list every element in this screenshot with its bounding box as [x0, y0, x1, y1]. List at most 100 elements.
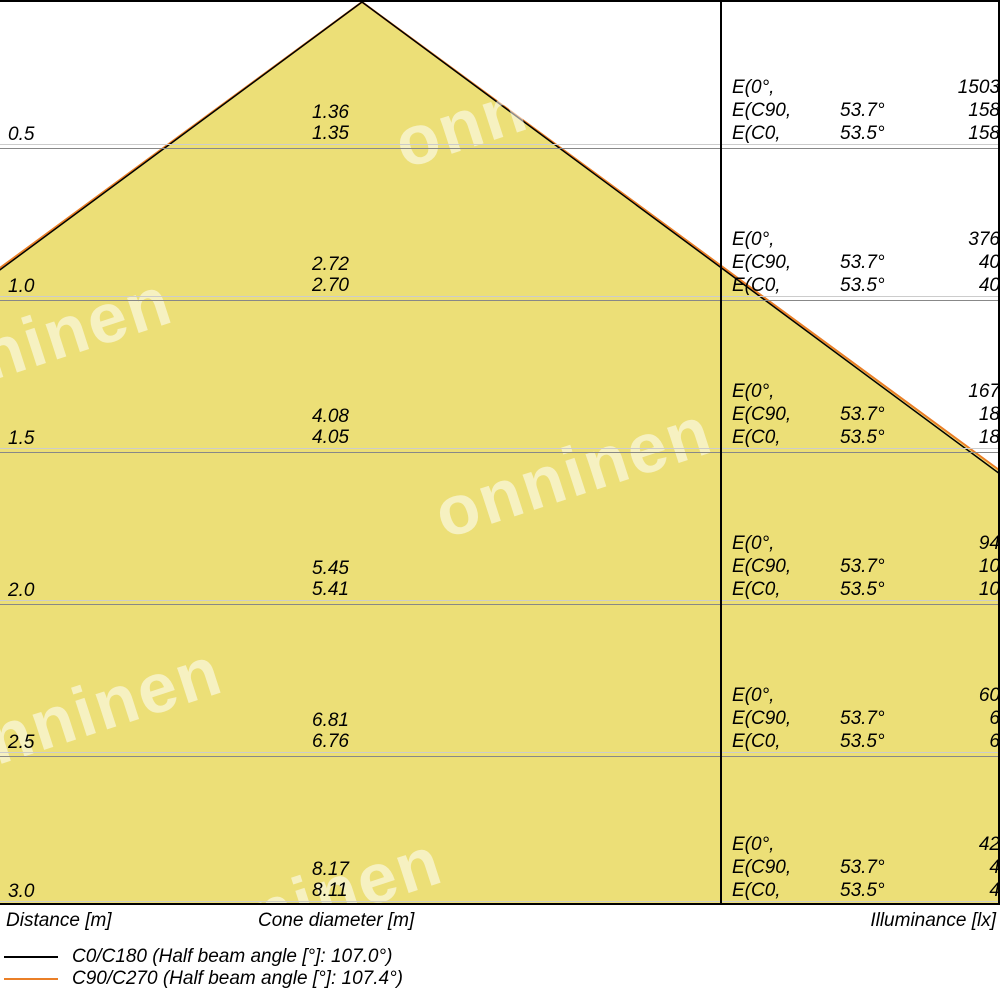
ill-value: 60 — [940, 684, 1000, 707]
legend-swatch — [4, 978, 58, 980]
grid-line — [0, 604, 1000, 605]
ill-value: 158 — [940, 122, 1000, 145]
distance-value: 3.0 — [8, 881, 34, 903]
illuminance-row: E(C0,53.5°18 — [732, 426, 1000, 449]
ill-angle: 53.5° — [840, 578, 940, 601]
cone-diameter-c0: 8.11 — [312, 880, 348, 902]
ill-angle: 53.5° — [840, 879, 940, 902]
ill-angle: 53.7° — [840, 555, 940, 578]
illuminance-block: E(0°,1503E(C90,53.7°158E(C0,53.5°158 — [732, 76, 1000, 145]
ill-angle: 53.5° — [840, 730, 940, 753]
legend-item: C90/C270 (Half beam angle [°]: 107.4°) — [4, 968, 403, 990]
ill-value: 167 — [940, 380, 1000, 403]
ill-angle — [840, 833, 940, 856]
ill-value: 1503 — [940, 76, 1000, 99]
axis-illuminance: Illuminance [lx] — [870, 910, 996, 932]
cone-diagram-container: onninen onninen onninen onninen onninen … — [0, 0, 1000, 993]
ill-value: 4 — [940, 879, 1000, 902]
ill-angle: 53.5° — [840, 426, 940, 449]
legend: C0/C180 (Half beam angle [°]: 107.0°) C9… — [4, 946, 403, 990]
illuminance-row: E(0°, 42 — [732, 833, 1000, 856]
illuminance-block: E(0°,376E(C90,53.7°40E(C0,53.5°40 — [732, 228, 1000, 297]
ill-angle: 53.5° — [840, 274, 940, 297]
ill-value: 40 — [940, 274, 1000, 297]
legend-text: C90/C270 (Half beam angle [°]: 107.4°) — [72, 968, 403, 990]
ill-label: E(0°, — [732, 380, 840, 403]
illuminance-row: E(0°, 167 — [732, 380, 1000, 403]
ill-label: E(C0, — [732, 274, 840, 297]
distance-value: 1.5 — [8, 428, 34, 450]
ill-angle — [840, 380, 940, 403]
distance-value: 2.0 — [8, 580, 34, 602]
axis-cone: Cone diameter [m] — [258, 910, 414, 932]
grid-line — [0, 452, 1000, 453]
cone-diameter-c0: 2.70 — [312, 275, 349, 297]
ill-angle: 53.5° — [840, 122, 940, 145]
illuminance-row: E(0°, 1503 — [732, 76, 1000, 99]
ill-angle — [840, 228, 940, 251]
ill-value: 6 — [940, 730, 1000, 753]
ill-label: E(C90, — [732, 99, 840, 122]
ill-angle: 53.7° — [840, 403, 940, 426]
ill-label: E(C0, — [732, 879, 840, 902]
ill-angle: 53.7° — [840, 99, 940, 122]
ill-value: 376 — [940, 228, 1000, 251]
cone-diameter-c0: 6.76 — [312, 731, 349, 753]
illuminance-row: E(C90,53.7°10 — [732, 555, 1000, 578]
illuminance-block: E(0°, 94E(C90,53.7°10E(C0,53.5°10 — [732, 532, 1000, 601]
ill-angle — [840, 684, 940, 707]
illuminance-row: E(C0,53.5°4 — [732, 879, 1000, 902]
cone-diameter-c90: 6.81 — [312, 710, 349, 732]
illuminance-block: E(0°,42E(C90,53.7°4E(C0,53.5°4 — [732, 833, 1000, 902]
grid-line — [0, 148, 1000, 149]
distance-value: 0.5 — [8, 124, 34, 146]
illuminance-row: E(C90,53.7°6 — [732, 707, 1000, 730]
illuminance-row: E(C0,53.5°6 — [732, 730, 1000, 753]
illuminance-row: E(C0,53.5°10 — [732, 578, 1000, 601]
ill-label: E(C0, — [732, 426, 840, 449]
ill-label: E(C0, — [732, 578, 840, 601]
ill-value: 94 — [940, 532, 1000, 555]
illuminance-row: E(C0,53.5°40 — [732, 274, 1000, 297]
ill-angle: 53.7° — [840, 251, 940, 274]
illuminance-row: E(C90,53.7°18 — [732, 403, 1000, 426]
illuminance-row: E(C90,53.7°40 — [732, 251, 1000, 274]
illuminance-block: E(0°, 167E(C90,53.7°18E(C0,53.5°18 — [732, 380, 1000, 449]
ill-label: E(C90, — [732, 251, 840, 274]
ill-angle — [840, 76, 940, 99]
ill-label: E(C0, — [732, 730, 840, 753]
ill-angle: 53.7° — [840, 856, 940, 879]
illuminance-row: E(C90,53.7°4 — [732, 856, 1000, 879]
ill-label: E(0°, — [732, 228, 840, 251]
ill-value: 42 — [940, 833, 1000, 856]
ill-label: E(C90, — [732, 555, 840, 578]
illuminance-row: E(0°, 94 — [732, 532, 1000, 555]
ill-value: 158 — [940, 99, 1000, 122]
cone-diameter-c90: 4.08 — [312, 406, 349, 428]
distance-value: 2.5 — [8, 732, 34, 754]
axis-distance: Distance [m] — [6, 910, 112, 932]
illuminance-block: E(0°,60E(C90,53.7°6E(C0,53.5°6 — [732, 684, 1000, 753]
cone-diameter-c0: 1.35 — [312, 123, 349, 145]
legend-item: C0/C180 (Half beam angle [°]: 107.0°) — [4, 946, 403, 968]
distance-value: 1.0 — [8, 276, 34, 298]
ill-angle: 53.7° — [840, 707, 940, 730]
column-divider — [720, 2, 722, 905]
ill-value: 18 — [940, 403, 1000, 426]
ill-label: E(0°, — [732, 833, 840, 856]
ill-angle — [840, 532, 940, 555]
ill-label: E(0°, — [732, 76, 840, 99]
ill-label: E(C0, — [732, 122, 840, 145]
ill-label: E(C90, — [732, 856, 840, 879]
legend-text: C0/C180 (Half beam angle [°]: 107.0°) — [72, 946, 392, 968]
ill-value: 4 — [940, 856, 1000, 879]
ill-label: E(0°, — [732, 532, 840, 555]
legend-swatch — [4, 956, 58, 958]
grid-line — [0, 756, 1000, 757]
illuminance-row: E(C0,53.5°158 — [732, 122, 1000, 145]
grid-line — [0, 300, 1000, 301]
ill-value: 6 — [940, 707, 1000, 730]
cone-diameter-c90: 2.72 — [312, 254, 349, 276]
cone-diameter-c90: 8.17 — [312, 859, 349, 881]
cone-diameter-c0: 5.41 — [312, 579, 349, 601]
